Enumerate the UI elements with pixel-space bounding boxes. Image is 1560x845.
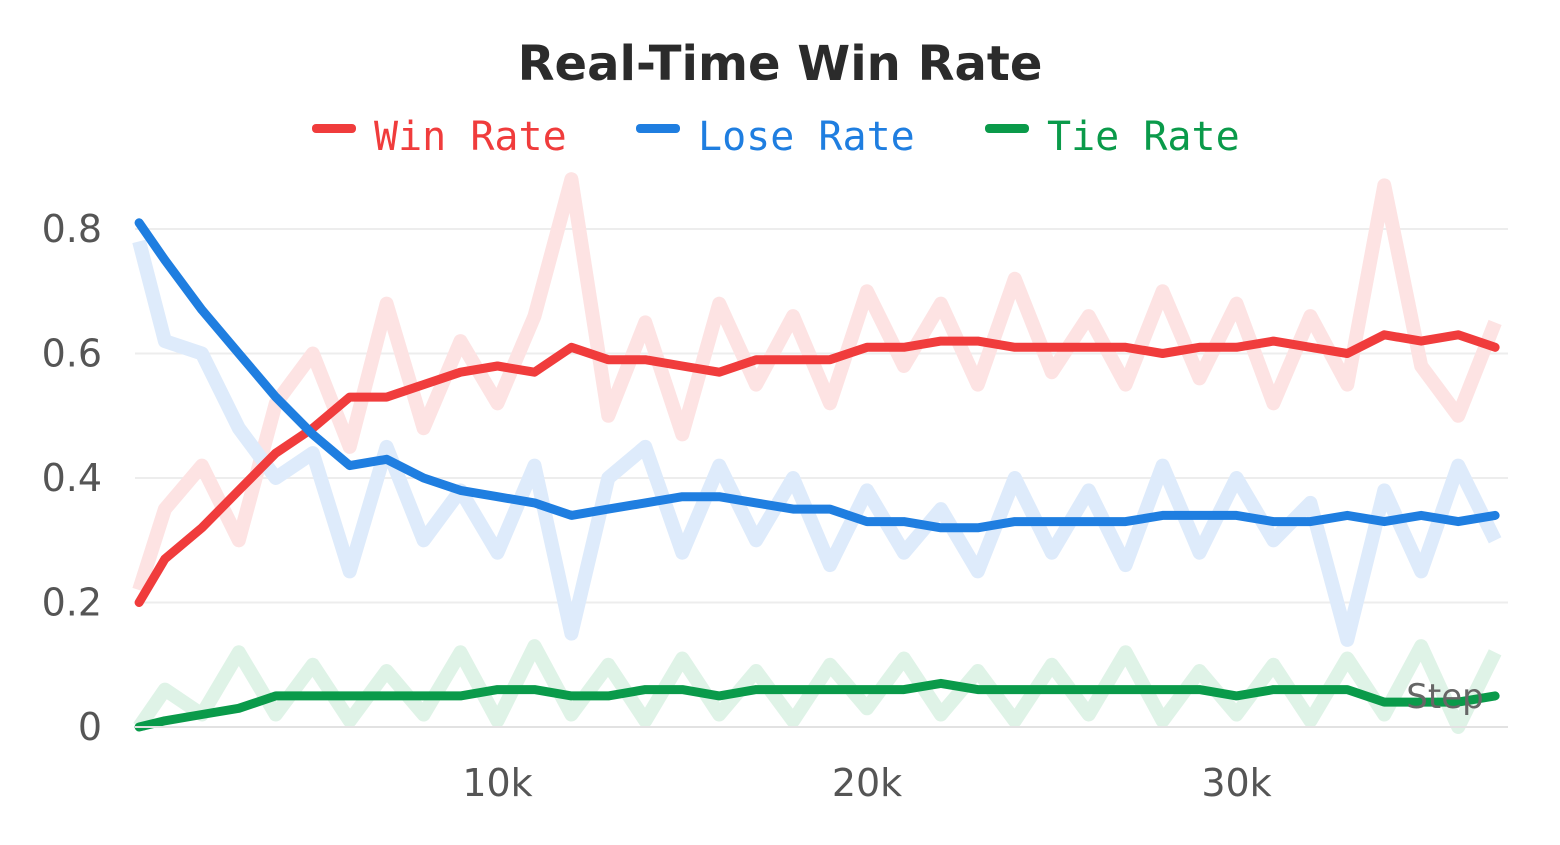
- y-tick-label: 0.6: [42, 332, 102, 376]
- legend-item-tie-rate[interactable]: Tie Rate: [985, 114, 1240, 160]
- x-axis-label: Step: [1406, 677, 1483, 717]
- legend-item-win-rate[interactable]: Win Rate: [312, 114, 567, 160]
- smoothed-series: [134, 218, 1500, 732]
- legend-label: Tie Rate: [1047, 114, 1240, 160]
- y-tick-label: 0.8: [42, 207, 102, 251]
- raw-line-lose-rate: [132, 239, 1502, 647]
- legend-swatch: [985, 124, 1029, 133]
- line-tie-rate: [134, 678, 1500, 732]
- legend-label: Lose Rate: [698, 114, 915, 160]
- legend: Win Rate Lose Rate Tie Rate: [312, 114, 1240, 160]
- y-tick-label: 0: [78, 705, 102, 749]
- x-tick-label: 10k: [462, 761, 532, 805]
- x-tick-label: 20k: [832, 761, 902, 805]
- legend-swatch: [312, 124, 356, 133]
- y-tick-label: 0.4: [42, 456, 102, 500]
- legend-label: Win Rate: [374, 114, 567, 160]
- x-tick-label: 30k: [1201, 761, 1271, 805]
- line-lose-rate: [134, 218, 1500, 533]
- axes: 0 0.2 0.4 0.6 0.8 10k 20k 30k: [42, 207, 1508, 805]
- raw-series: [132, 172, 1502, 734]
- y-tick-label: 0.2: [42, 581, 102, 625]
- line-win-rate: [134, 330, 1500, 607]
- legend-item-lose-rate[interactable]: Lose Rate: [636, 114, 915, 160]
- chart-title: Real-Time Win Rate: [518, 36, 1043, 92]
- legend-swatch: [636, 124, 680, 133]
- gridlines: [135, 228, 1508, 604]
